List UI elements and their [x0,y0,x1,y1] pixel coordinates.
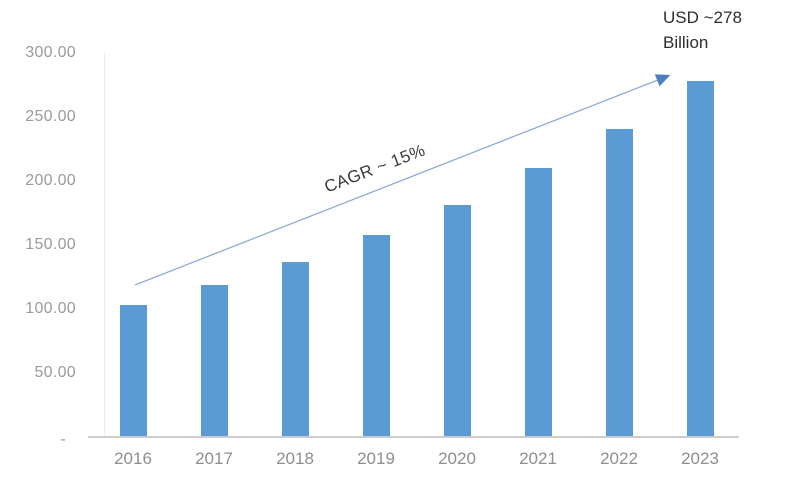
y-axis-tick-label: 100.00 [25,300,76,317]
y-axis-tick-label: 300.00 [25,44,76,61]
value-callout-line2: Billion [663,33,709,52]
x-axis-tick-label: 2019 [357,449,395,468]
bar-2020 [443,205,471,437]
bar-2019 [362,234,390,437]
x-axis-tick-label: 2018 [276,449,314,468]
bar-2023 [686,81,714,437]
value-callout: USD ~278 Billion [663,5,742,55]
y-axis-tick-label: 50.00 [34,364,76,381]
bar-2018 [281,261,309,437]
x-axis-tick-label: 2023 [681,449,719,468]
x-axis-tick-label: 2016 [114,449,152,468]
bar-2021 [524,168,552,437]
x-axis-tick-label: 2020 [438,449,476,468]
x-axis-tick-label: 2021 [519,449,557,468]
x-axis-line [88,436,739,438]
y-axis-tick-label: 150.00 [25,236,76,253]
y-axis-line [104,53,105,437]
bar-2016 [119,305,147,437]
x-axis-tick-label: 2022 [600,449,638,468]
y-axis-tick-label: - [60,431,66,448]
bar-2022 [605,128,633,437]
y-axis-tick-label: 200.00 [25,172,76,189]
cagr-annotation: CAGR ~ 15% [321,140,428,197]
y-axis-tick-label: 250.00 [25,108,76,125]
value-callout-line1: USD ~278 [663,8,742,27]
x-axis-tick-label: 2017 [195,449,233,468]
bar-2017 [200,284,228,437]
